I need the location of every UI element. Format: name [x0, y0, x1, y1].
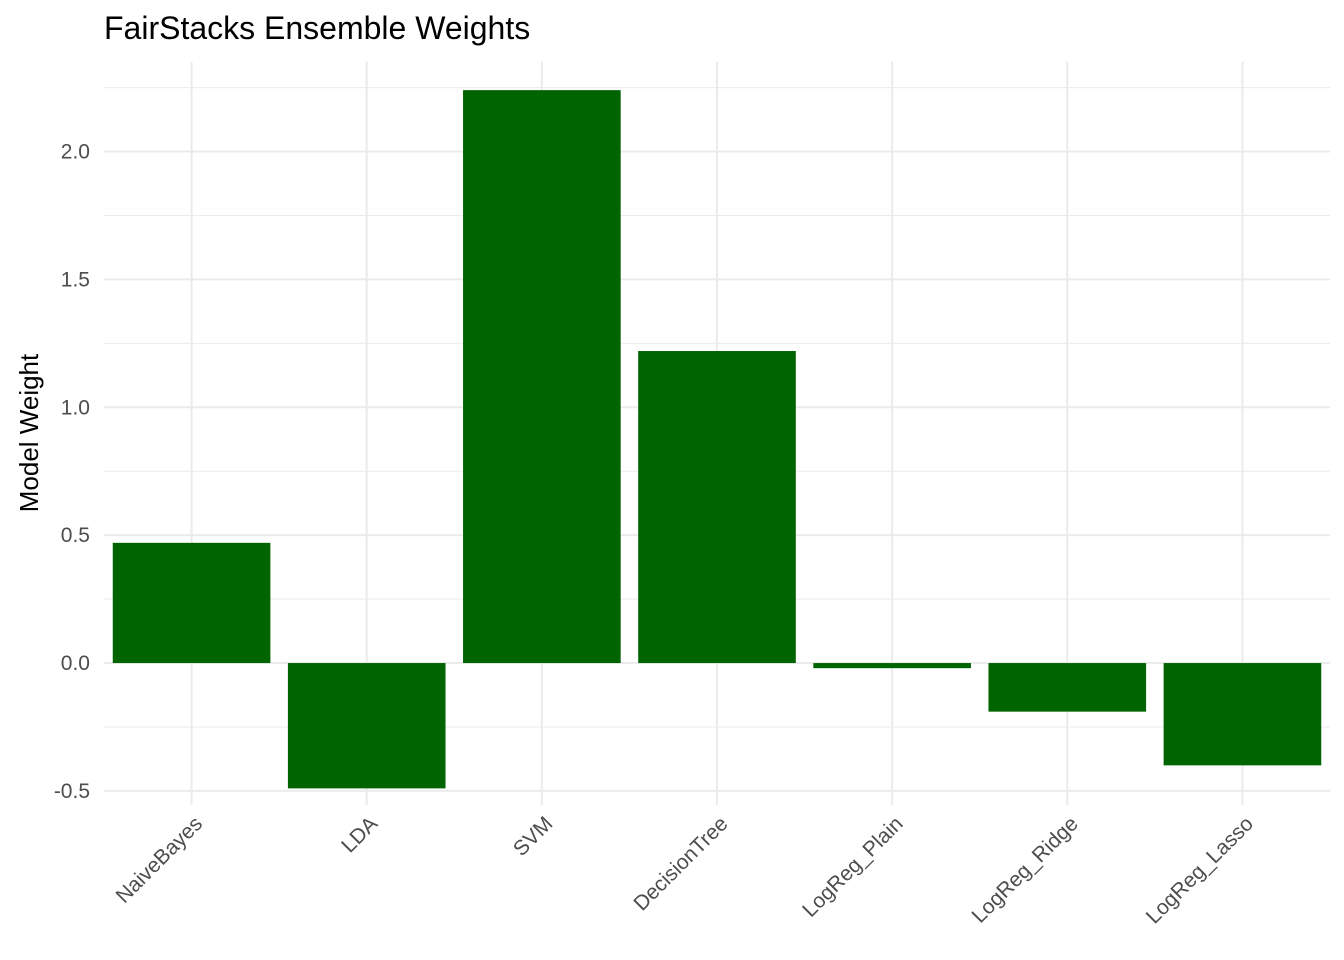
y-tick-label: 0.5 [61, 524, 90, 547]
bar-decisiontree [638, 351, 796, 664]
bar-naivebayes [112, 542, 271, 664]
x-tick-label: DecisionTree [629, 812, 732, 915]
chart-title: FairStacks Ensemble Weights [104, 10, 531, 46]
x-tick-label: LogReg_Ridge [967, 812, 1082, 927]
x-tick-label: NaiveBayes [112, 812, 208, 908]
x-tick-label: LogReg_Lasso [1142, 812, 1258, 928]
bar-layer [112, 90, 1322, 789]
bar-lda [287, 663, 446, 789]
y-tick-label: -0.5 [54, 780, 90, 803]
bar-svm [463, 90, 621, 664]
y-tick-label: 1.0 [61, 396, 90, 419]
bar-logreg-ridge [988, 663, 1147, 712]
x-tick-label: LogReg_Plain [798, 812, 908, 922]
x-tick-label: SVM [509, 812, 557, 860]
x-tick-label: LDA [337, 812, 382, 857]
y-tick-label: 1.5 [61, 268, 90, 291]
y-tick-label: 2.0 [61, 141, 90, 164]
bar-logreg-plain [813, 663, 971, 669]
y-tick-labels: -0.5 0.0 0.5 1.0 1.5 2.0 [54, 141, 90, 803]
bar-logreg-lasso [1163, 663, 1322, 766]
x-tick-labels: NaiveBayes LDA SVM DecisionTree LogReg_Plain… [112, 812, 1258, 928]
y-tick-label: 0.0 [61, 652, 90, 675]
y-axis-label: Model Weight [14, 353, 44, 512]
